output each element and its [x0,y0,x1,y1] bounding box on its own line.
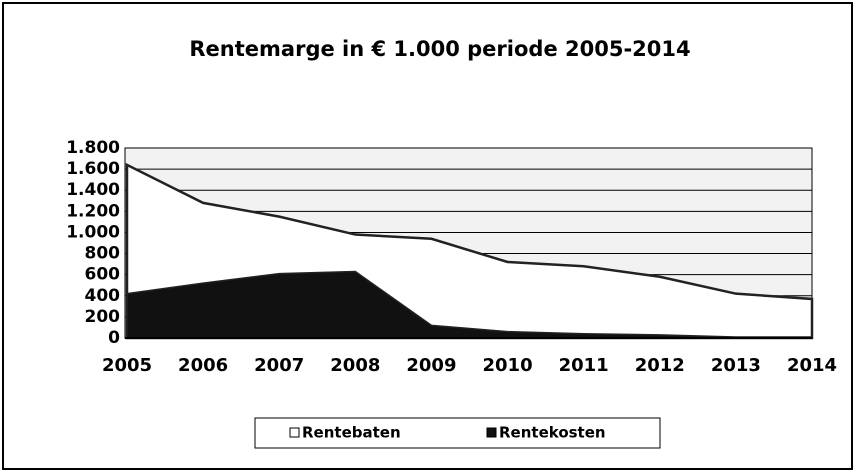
legend-swatch [289,427,300,438]
x-tick-label: 2007 [254,355,304,376]
legend-label: Rentekosten [499,424,606,442]
x-tick-label: 2010 [483,355,533,376]
chart-title: Rentemarge in € 1.000 periode 2005-2014 [189,37,690,61]
x-tick-label: 2014 [787,355,837,376]
x-tick-label: 2009 [406,355,456,376]
y-tick-label: 0 [108,328,120,348]
y-tick-label: 1.800 [66,138,120,158]
x-tick-label: 2008 [330,355,380,376]
x-tick-label: 2005 [102,355,152,376]
legend-box [254,417,661,449]
legend-swatch [486,427,497,438]
area [126,270,813,339]
y-tick-label: 400 [85,286,121,306]
y-tick-label: 200 [85,307,121,327]
y-tick-label: 1.000 [66,222,120,242]
x-tick-label: 2013 [711,355,761,376]
x-tick-label: 2012 [635,355,685,376]
y-tick-label: 600 [85,265,121,285]
y-tick-label: 1.400 [66,180,120,200]
legend-label: Rentebaten [302,424,401,442]
y-tick-label: 800 [85,244,121,264]
x-tick-label: 2006 [178,355,228,376]
y-tick-label: 1.600 [66,159,120,179]
x-tick-label: 2011 [559,355,609,376]
y-tick-label: 1.200 [66,201,120,221]
